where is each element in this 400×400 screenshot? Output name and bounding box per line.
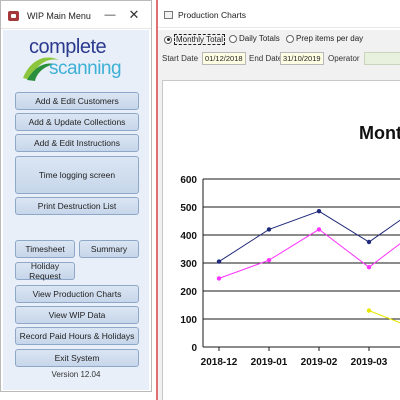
- main-menu-body: complete scanning Add & Edit Customers A…: [3, 30, 149, 390]
- start-date-label: Start Date: [162, 54, 199, 63]
- production-charts-titlebar[interactable]: Production Charts: [158, 0, 400, 28]
- series-line-2: [218, 228, 400, 279]
- data-point-series-2: [316, 227, 322, 232]
- prep-items-option[interactable]: Prep items per day: [286, 34, 363, 43]
- time-logging-button[interactable]: Time logging screen: [15, 156, 139, 194]
- logo-text-complete: complete: [29, 36, 107, 58]
- monthly-total-label: Monthly Total: [174, 34, 225, 45]
- y-tick-label: 0: [191, 343, 197, 354]
- series-line-3: [368, 310, 400, 324]
- y-tick-label: 500: [180, 203, 197, 214]
- main-menu-title: WIP Main Menu: [27, 11, 91, 21]
- minimize-icon[interactable]: —: [104, 9, 116, 21]
- version-label: Version 12.04: [51, 370, 101, 379]
- radio-unselected-icon[interactable]: [286, 34, 294, 43]
- end-date-input[interactable]: 31/10/2019: [280, 52, 324, 65]
- x-tick-label: 2019-01: [251, 357, 288, 368]
- form-icon: [164, 11, 173, 19]
- summary-button[interactable]: Summary: [79, 240, 139, 258]
- exit-system-button[interactable]: Exit System: [15, 349, 139, 367]
- close-icon[interactable]: ✕: [128, 7, 140, 22]
- add-edit-instructions-button[interactable]: Add & Edit Instructions: [15, 134, 139, 152]
- print-destruction-list-button[interactable]: Print Destruction List: [15, 197, 139, 215]
- data-point-series-3: [366, 308, 372, 313]
- main-menu-window: WIP Main Menu — ✕ complete scanning Add …: [0, 0, 152, 392]
- operator-input[interactable]: [364, 52, 400, 65]
- holiday-request-button[interactable]: Holiday Request: [15, 261, 75, 281]
- operator-label: Operator: [328, 54, 360, 63]
- record-paid-hours-button[interactable]: Record Paid Hours & Holidays: [15, 327, 139, 345]
- data-point-series-2: [216, 276, 222, 281]
- prep-items-label: Prep items per day: [296, 34, 364, 43]
- data-point-series-2: [366, 265, 372, 270]
- x-tick-label: 2018-12: [201, 357, 238, 368]
- data-point-series-1: [366, 239, 372, 245]
- timesheet-button[interactable]: Timesheet: [15, 240, 75, 258]
- daily-totals-option[interactable]: Daily Totals: [229, 34, 280, 43]
- daily-totals-label: Daily Totals: [239, 34, 280, 43]
- monthly-total-option[interactable]: Monthly Total: [164, 34, 225, 45]
- x-tick-label: 2019-02: [301, 357, 338, 368]
- company-logo: complete scanning: [21, 34, 139, 84]
- chart-frame: Mont 0 100 200 300 400 500 600 2018-12 2019-01 201…: [162, 80, 400, 400]
- start-date-input[interactable]: 01/12/2018: [202, 52, 246, 65]
- view-production-charts-button[interactable]: View Production Charts: [15, 285, 139, 303]
- data-point-series-1: [316, 209, 322, 214]
- production-charts-window: Production Charts Monthly Total Daily To…: [156, 0, 400, 400]
- data-point-series-2: [266, 258, 272, 263]
- series-line-1: [218, 210, 400, 263]
- add-edit-customers-button[interactable]: Add & Edit Customers: [15, 92, 139, 110]
- logo-text-scanning: scanning: [49, 58, 122, 79]
- production-chart: Mont 0 100 200 300 400 500 600 2018-12 2019-01 201…: [180, 123, 400, 368]
- data-point-series-1: [266, 227, 272, 232]
- access-app-icon: [8, 11, 19, 21]
- end-date-label: End Date: [249, 54, 283, 63]
- add-update-collections-button[interactable]: Add & Update Collections: [15, 113, 139, 131]
- y-tick-label: 600: [180, 175, 197, 186]
- y-tick-label: 200: [180, 287, 197, 298]
- main-menu-titlebar[interactable]: WIP Main Menu — ✕: [1, 1, 151, 29]
- logo-swoosh-icon: [23, 57, 59, 81]
- production-charts-body: Monthly Total Daily Totals Prep items pe…: [158, 30, 400, 400]
- radio-selected-icon[interactable]: [164, 35, 172, 44]
- data-point-series-1: [216, 259, 222, 264]
- view-wip-data-button[interactable]: View WIP Data: [15, 306, 139, 324]
- production-charts-title: Production Charts: [178, 10, 247, 20]
- x-tick-label: 2019-03: [351, 357, 388, 368]
- y-tick-label: 400: [180, 231, 197, 242]
- y-tick-label: 100: [180, 315, 197, 326]
- y-tick-label: 300: [180, 259, 197, 270]
- chart-title: Mont: [359, 123, 400, 143]
- radio-unselected-icon[interactable]: [229, 34, 237, 43]
